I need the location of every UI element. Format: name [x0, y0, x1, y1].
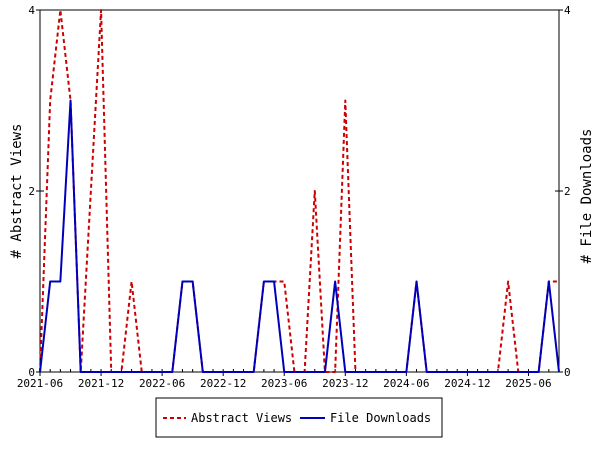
- x-tick-label: 2025-06: [505, 377, 551, 390]
- y-tick-label-right: 0: [564, 366, 571, 379]
- y-tick-label-right: 4: [564, 4, 571, 17]
- x-tick-label: 2022-12: [200, 377, 246, 390]
- x-tick-label: 2022-06: [139, 377, 185, 390]
- y-axis-right: 0 2 4: [555, 4, 571, 379]
- x-tick-label: 2023-06: [261, 377, 307, 390]
- series-line-file-downloads: [39, 99, 560, 373]
- y-tick-label-left: 2: [28, 185, 35, 198]
- x-tick-label: 2023-12: [322, 377, 368, 390]
- x-axis: 2021-06 2021-12 2022-06 2022-12 2023-06 2023-…: [17, 369, 560, 390]
- y-tick-label-left: 0: [28, 366, 35, 379]
- y-axis-right-title: # File Downloads: [579, 129, 595, 264]
- legend-box: [155, 397, 443, 438]
- series-layer: [39, 9, 560, 373]
- x-tick-label: 2021-06: [17, 377, 63, 390]
- legend-label-file-downloads: File Downloads: [330, 411, 431, 425]
- y-tick-label-left: 4: [28, 4, 35, 17]
- x-tick-label: 2024-06: [383, 377, 429, 390]
- y-tick-label-right: 2: [564, 185, 571, 198]
- x-tick-label: 2021-12: [78, 377, 124, 390]
- legend: Abstract Views File Downloads: [155, 397, 443, 438]
- legend-label-abstract-views: Abstract Views: [191, 411, 292, 425]
- plot-area: [39, 9, 560, 373]
- x-tick-label: 2024-12: [444, 377, 490, 390]
- y-axis-left-title: # Abstract Views: [9, 124, 25, 259]
